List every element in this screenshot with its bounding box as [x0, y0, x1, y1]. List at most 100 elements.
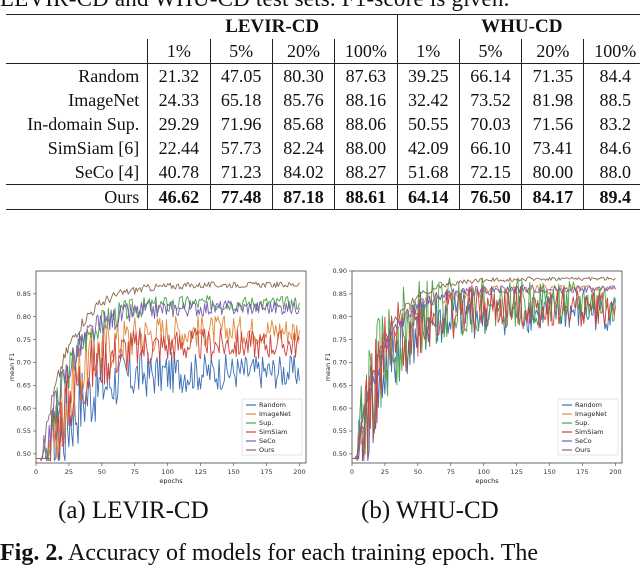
x-tick-label: 50: [98, 468, 106, 476]
y-tick-label: 0.55: [17, 427, 31, 435]
legend-label: SimSiam: [259, 428, 288, 436]
table-row-ours: Ours 46.62 77.48 87.18 88.61 64.14 76.50 84.17 8…: [6, 184, 640, 210]
score-cell: 42.09: [396, 136, 460, 160]
score-cell: 71.35: [521, 63, 584, 88]
y-axis-title: mean F1: [324, 353, 332, 381]
score-cell: 84.02: [271, 160, 335, 185]
x-axis-title: epochs: [475, 477, 499, 485]
score-cell: 85.68: [271, 112, 335, 136]
score-cell: 57.73: [209, 136, 273, 160]
results-table-container: LEVIR-CD WHU-CD 1% 5% 20% 100% 1% 5% 20%…: [6, 14, 640, 210]
chart-levir: 0.50 0.55 0.60 0.65 0.70 0.75 0.80 0.85 0 25 50 75 1…: [4, 265, 314, 497]
column-header-row: 1% 5% 20% 100% 1% 5% 20% 100%: [6, 39, 640, 64]
score-cell-best: 77.48: [209, 184, 273, 210]
score-cell: 47.05: [209, 63, 273, 88]
score-cell-best: 46.62: [147, 184, 211, 210]
legend-box: [241, 398, 303, 456]
score-cell-best: 88.61: [334, 184, 398, 210]
score-cell: 40.78: [147, 160, 211, 185]
score-cell: 80.30: [271, 63, 335, 88]
column-header: 1%: [396, 39, 460, 64]
column-header: 1%: [147, 39, 211, 64]
group-header-levir: LEVIR-CD: [225, 16, 320, 37]
y-axis-title: mean F1: [8, 353, 16, 381]
method-label: In-domain Sup.: [27, 113, 140, 134]
score-cell: 22.44: [147, 136, 211, 160]
score-cell-best: 87.18: [271, 184, 335, 210]
y-tick-label: 0.50: [333, 450, 347, 458]
score-cell: 83.2: [583, 112, 640, 136]
x-tick-label: 100: [161, 468, 173, 476]
score-cell: 70.03: [458, 112, 522, 136]
x-tick-label: 150: [227, 468, 239, 476]
y-tick-label: 0.85: [333, 290, 347, 298]
legend-label: Ours: [259, 446, 275, 454]
legend-label: ImageNet: [259, 410, 291, 418]
score-cell-best: 76.50: [458, 184, 522, 210]
score-cell: 71.96: [209, 112, 273, 136]
y-tick-label: 0.70: [333, 359, 347, 367]
y-tick-label: 0.75: [333, 336, 347, 344]
series-line-seco: [36, 300, 300, 462]
column-header: 100%: [583, 39, 640, 64]
score-cell: 88.06: [334, 112, 398, 136]
series-line-sup: [352, 277, 616, 462]
x-tick-label: 175: [260, 468, 272, 476]
x-tick-label: 75: [131, 468, 139, 476]
x-tick-label: 150: [543, 468, 555, 476]
score-cell: 32.42: [396, 88, 460, 112]
x-tick-label: 200: [609, 468, 621, 476]
table-body: Random 21.32 47.05 80.30 87.63 39.25 66.14 71.3…: [6, 63, 640, 185]
plot-frame: [351, 270, 623, 464]
x-tick-label: 75: [447, 468, 455, 476]
y-tick-label: 0.70: [17, 359, 31, 367]
table-row: In-domain Sup. 29.29 71.96 85.68 88.06 50.55 7…: [6, 112, 640, 136]
series-line-ours: [352, 276, 616, 459]
column-header: 100%: [334, 39, 398, 64]
y-tick-label: 0.80: [333, 313, 347, 321]
legend-label: Sup.: [259, 419, 273, 427]
score-cell: 51.68: [396, 160, 460, 185]
legend-box: [557, 398, 619, 456]
group-header-row: LEVIR-CD WHU-CD: [6, 14, 640, 39]
score-cell: 71.23: [209, 160, 273, 185]
score-cell: 88.27: [334, 160, 398, 185]
legend-label: Sup.: [575, 419, 589, 427]
x-tick-label: 200: [293, 468, 305, 476]
subcaption-levir: (a) LEVIR-CD: [58, 497, 209, 524]
figure-caption: Fig. 2. Accuracy of models for each trai…: [0, 540, 538, 567]
y-tick-label: 0.65: [17, 381, 31, 389]
score-cell: 73.41: [521, 136, 584, 160]
y-tick-label: 0.85: [17, 290, 31, 298]
y-tick-label: 0.60: [333, 404, 347, 412]
y-tick-label: 0.65: [333, 381, 347, 389]
column-header: 20%: [271, 39, 335, 64]
legend-label: SeCo: [259, 437, 276, 445]
x-tick-label: 25: [381, 468, 389, 476]
x-tick-label: 0: [34, 468, 38, 476]
legend-label: Random: [575, 401, 602, 409]
y-tick-label: 0.75: [17, 336, 31, 344]
series-line-ours: [36, 281, 300, 462]
x-tick-label: 175: [576, 468, 588, 476]
column-header: 5%: [458, 39, 522, 64]
score-cell: 84.4: [583, 63, 640, 88]
method-label: ImageNet: [68, 89, 140, 110]
column-header: 20%: [521, 39, 584, 64]
score-cell: 80.00: [521, 160, 584, 185]
table-caption: LEVIR-CD and WHU-CD test sets. F1-score …: [0, 0, 640, 12]
y-tick-label: 0.60: [17, 404, 31, 412]
score-cell: 21.32: [147, 63, 211, 88]
table-row: ImageNet 24.33 65.18 85.76 88.16 32.42 73.52 81…: [6, 88, 640, 112]
score-cell: 39.25: [396, 63, 460, 88]
score-cell: 50.55: [396, 112, 460, 136]
series-line-simsiam: [352, 284, 616, 462]
y-tick-label: 0.50: [17, 450, 31, 458]
x-tick-label: 50: [414, 468, 422, 476]
plot-frame: [35, 270, 307, 464]
y-tick-label: 0.80: [17, 313, 31, 321]
results-table: LEVIR-CD WHU-CD 1% 5% 20% 100% 1% 5% 20%…: [6, 14, 640, 210]
legend-label: SeCo: [575, 437, 592, 445]
subcaption-whu: (b) WHU-CD: [361, 497, 499, 524]
table-row: SimSiam [6] 22.44 57.73 82.24 88.00 42.09 66.1…: [6, 136, 640, 160]
